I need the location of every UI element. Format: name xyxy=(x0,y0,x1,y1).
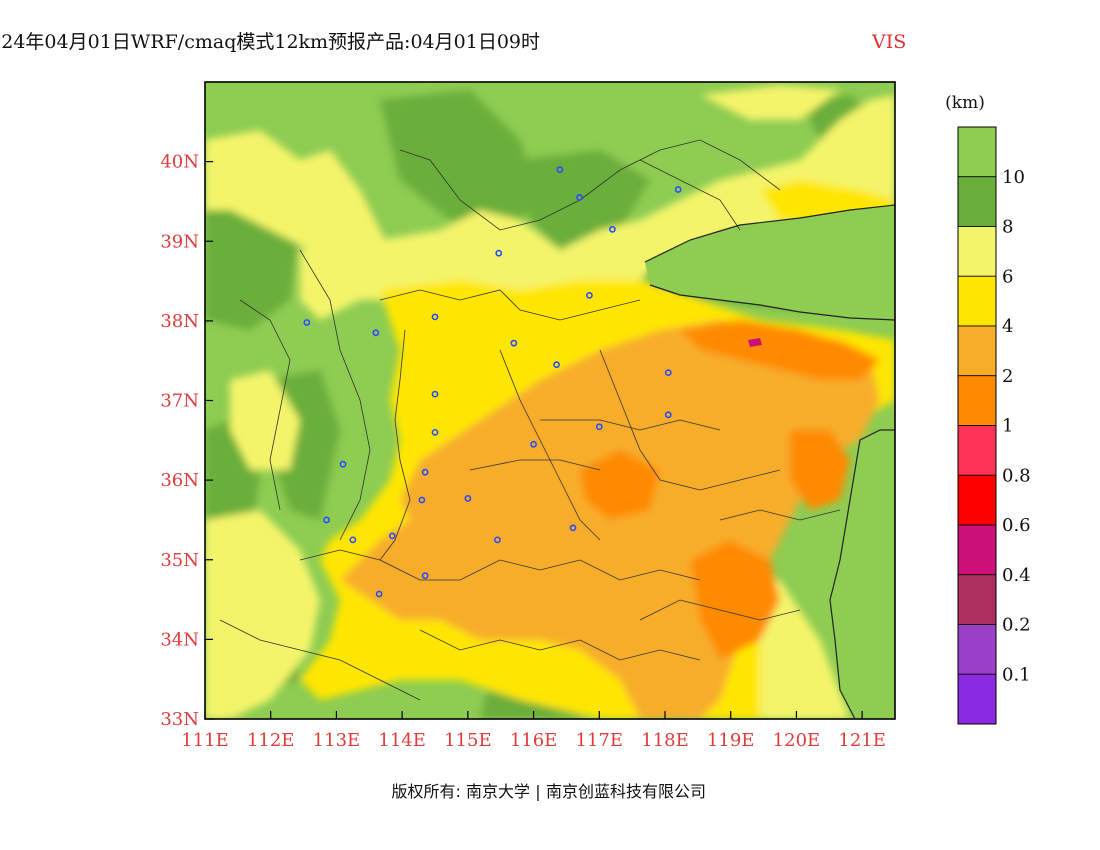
colorbar-label: 0.4 xyxy=(1002,565,1031,586)
colorbar-label: 10 xyxy=(1002,167,1025,188)
colorbar-label: 0.1 xyxy=(1002,664,1031,685)
city-marker xyxy=(664,369,672,377)
footer-copyright: 版权所有: 南京大学 xyxy=(392,782,530,801)
city-marker xyxy=(418,496,426,504)
lon-tick-label: 118E xyxy=(641,730,689,751)
city-marker xyxy=(595,423,603,431)
lat-tick-label: 37N xyxy=(160,391,199,412)
city-marker xyxy=(375,590,383,598)
city-marker xyxy=(464,495,472,502)
colorbar-swatch xyxy=(957,375,997,426)
colorbar-swatch xyxy=(957,425,997,476)
city-marker xyxy=(530,440,537,448)
colorbar-label: 6 xyxy=(1002,266,1013,287)
colorbar-swatch xyxy=(957,126,997,178)
boundaries xyxy=(219,139,841,701)
colorbar-swatch xyxy=(957,325,997,377)
city-marker xyxy=(372,329,380,337)
colorbar-frame xyxy=(957,126,997,725)
lon-tick-label: 120E xyxy=(773,730,821,751)
city-marker xyxy=(586,291,593,299)
lat-tick-label: 40N xyxy=(160,152,199,173)
colorbar-label: 8 xyxy=(1002,217,1013,238)
colorbar-swatch xyxy=(957,474,997,526)
lon-tick-label: 113E xyxy=(313,730,361,751)
lat-tick-label: 36N xyxy=(160,470,199,491)
variable-label: VIS xyxy=(871,31,906,53)
city-marker xyxy=(576,194,583,201)
axes: 111E 112E 113E 114E 115E 116E 117E 118E 119E 120E… xyxy=(160,152,886,751)
city-marker xyxy=(431,428,439,436)
colorbar: 10 8 6 4 2 1 0.8 0.6 0.4 0.2 0.1 xyxy=(957,126,1031,725)
city-marker xyxy=(323,516,330,524)
lat-tick-label: 33N xyxy=(160,709,199,730)
lat-tick-label: 39N xyxy=(160,231,199,252)
visibility-field xyxy=(205,82,895,719)
city-marker xyxy=(421,468,429,476)
field-contours xyxy=(205,85,895,719)
city-marker xyxy=(494,536,501,544)
city-markers xyxy=(303,166,682,598)
footer-separator: | xyxy=(535,782,540,801)
city-marker xyxy=(510,339,518,347)
lat-tick-label: 35N xyxy=(160,550,199,571)
city-marker xyxy=(556,166,564,173)
yellow-sea xyxy=(830,430,895,719)
city-marker xyxy=(664,411,672,419)
colorbar-label: 4 xyxy=(1002,316,1013,337)
lon-tick-label: 115E xyxy=(444,730,492,751)
lon-tick-label: 112E xyxy=(247,730,295,751)
city-marker xyxy=(388,532,396,540)
coastline xyxy=(644,204,895,719)
city-marker xyxy=(431,390,439,398)
city-marker xyxy=(303,319,311,326)
city-marker xyxy=(553,361,560,369)
colorbar-swatch xyxy=(957,176,997,227)
lon-tick-label: 121E xyxy=(838,730,886,751)
city-marker xyxy=(431,313,439,321)
lon-tick-label: 114E xyxy=(378,730,426,751)
colorbar-label: 1 xyxy=(1002,416,1013,437)
city-marker xyxy=(495,249,503,257)
colorbar-swatch xyxy=(957,524,997,576)
city-marker xyxy=(339,460,347,468)
colorbar-label: 2 xyxy=(1002,366,1013,387)
low-visibility-spot xyxy=(748,338,762,347)
footer-company: 南京创蓝科技有限公司 xyxy=(546,782,706,801)
lon-tick-label: 117E xyxy=(576,730,624,751)
colorbar-swatch xyxy=(957,574,997,625)
colorbar-swatch xyxy=(957,624,997,675)
colorbar-swatch xyxy=(957,275,997,327)
legend-unit: (km) xyxy=(945,93,985,113)
colorbar-label: 0.6 xyxy=(1002,515,1031,536)
colorbar-label: 0.2 xyxy=(1002,615,1031,636)
city-marker xyxy=(569,524,577,532)
colorbar-label: 0.8 xyxy=(1002,465,1031,486)
city-marker xyxy=(421,572,429,580)
city-marker xyxy=(349,536,357,544)
page-title: 2024年04月01日WRF/cmaq模式12km预报产品:04月01日09时 xyxy=(0,31,540,53)
lat-tick-label: 34N xyxy=(160,629,199,650)
lon-tick-label: 116E xyxy=(510,730,558,751)
colorbar-swatch xyxy=(957,673,997,725)
lon-tick-label: 111E xyxy=(181,730,229,751)
lon-tick-label: 119E xyxy=(707,730,755,751)
colorbar-swatch xyxy=(957,226,997,277)
bohai-sea xyxy=(645,205,895,320)
lat-tick-label: 38N xyxy=(160,311,199,332)
city-marker xyxy=(674,186,682,193)
city-marker xyxy=(609,225,616,233)
